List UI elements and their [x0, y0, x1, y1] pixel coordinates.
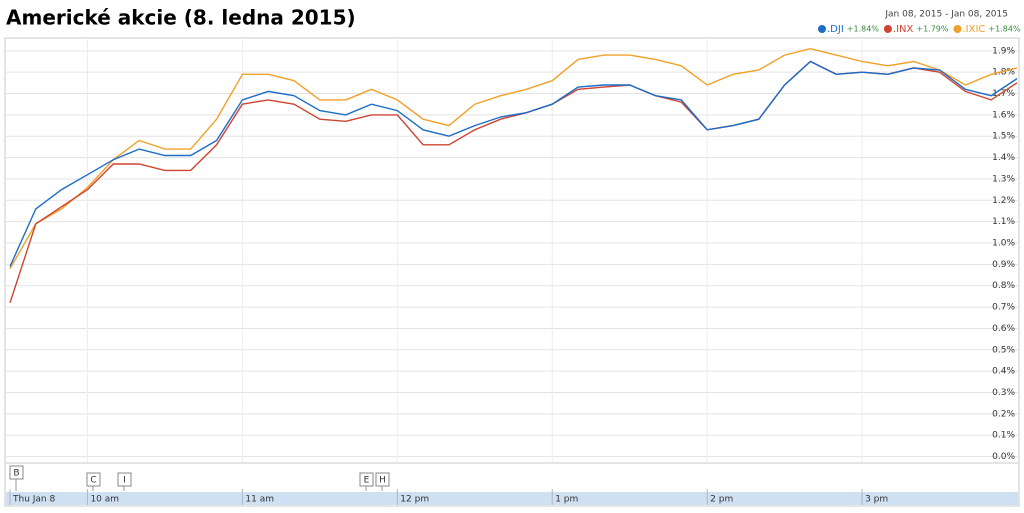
event-flag [9, 465, 24, 480]
y-tick-label: 1.3% [992, 174, 1015, 184]
event-flag [117, 472, 132, 487]
date-range: Jan 08, 2015 - Jan 08, 2015 [884, 10, 1008, 20]
y-tick-label: 0.0% [992, 452, 1015, 462]
y-tick-label: 0.2% [992, 409, 1015, 419]
series-line [9, 60, 1018, 267]
y-tick-label: 0.3% [992, 388, 1015, 398]
y-tick-label: 1.0% [992, 239, 1015, 249]
y-tick-label: 0.8% [992, 281, 1015, 291]
x-tick-label: Thu Jan 8 [12, 495, 56, 505]
event-flag [375, 472, 390, 487]
y-tick-label: 1.1% [992, 217, 1015, 227]
y-tick-label: 1.2% [992, 196, 1015, 206]
legend-name: .IXIC [963, 24, 986, 35]
y-tick-label: 1.8% [992, 68, 1015, 78]
y-tick-label: 0.7% [992, 303, 1015, 313]
legend-name: .DJI [827, 24, 844, 35]
legend-marker [818, 25, 826, 33]
x-tick-label: 2 pm [710, 495, 733, 505]
legend-change: +1.79% [916, 25, 949, 34]
y-tick-label: 1.9% [992, 46, 1015, 56]
event-label: B [13, 469, 19, 479]
y-tick-label: 0.1% [992, 431, 1015, 441]
x-tick-label: 1 pm [555, 495, 578, 505]
x-tick-label: 11 am [245, 495, 274, 505]
time-axis-band [6, 492, 1018, 505]
y-tick-label: 1.4% [992, 153, 1015, 163]
event-label: I [123, 476, 126, 486]
event-flag [86, 472, 101, 487]
chart-title: Americké akcie (8. ledna 2015) [6, 6, 356, 30]
y-tick-label: 1.5% [992, 132, 1015, 142]
legend-name: .INX [893, 24, 914, 35]
event-label: E [364, 476, 370, 486]
event-flag [359, 472, 374, 487]
plot-frame [4, 37, 1020, 507]
legend-marker [883, 25, 892, 33]
legend-change: +1.84% [988, 25, 1021, 34]
y-tick-label: 0.9% [992, 260, 1015, 270]
x-tick-label: 10 am [90, 495, 119, 505]
y-tick-label: 0.6% [992, 324, 1015, 334]
y-tick-label: 0.4% [992, 367, 1015, 377]
x-tick-label: 12 pm [400, 495, 429, 505]
legend-change: +1.84% [847, 25, 880, 34]
y-tick-label: 1.7% [992, 89, 1015, 99]
x-tick-label: 3 pm [865, 495, 888, 505]
legend-marker [953, 25, 962, 33]
y-tick-label: 0.5% [992, 345, 1015, 355]
legend: .DJI +1.84% .INX +1.79% .IXIC +1.84% [818, 24, 1021, 35]
event-label: H [379, 476, 386, 486]
series-line [9, 47, 1018, 270]
event-label: C [90, 476, 96, 486]
y-tick-label: 1.6% [992, 110, 1015, 120]
